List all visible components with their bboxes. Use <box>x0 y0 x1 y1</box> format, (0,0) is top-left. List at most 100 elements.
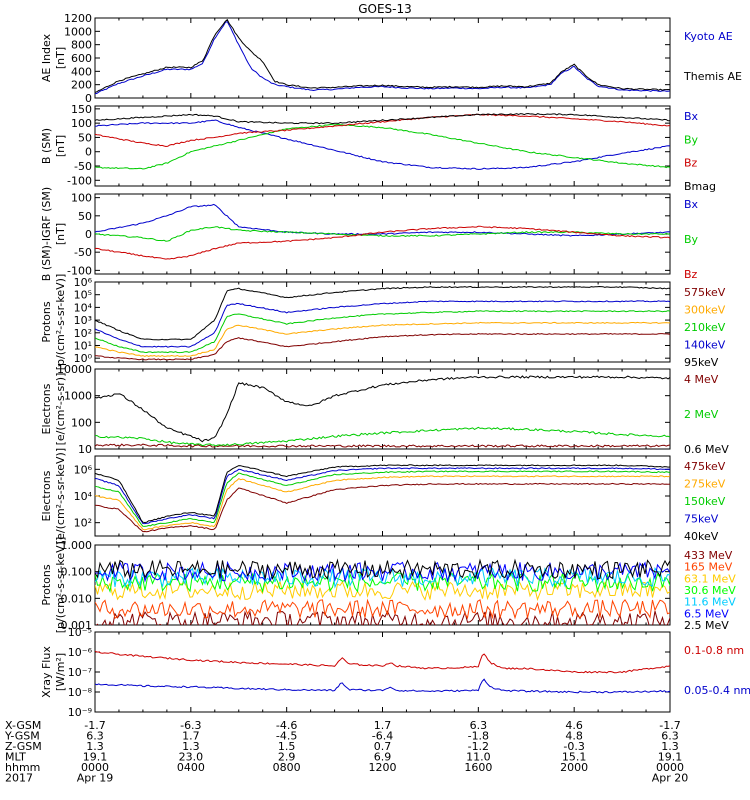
x-axis-value: 15.1 <box>562 751 587 764</box>
x-axis-value: 19.1 <box>83 751 108 764</box>
series-line-kyoto-ae <box>95 21 670 95</box>
x-axis-value: 6.3 <box>661 730 679 743</box>
series-line-by <box>95 123 670 170</box>
x-axis-row-label: X-GSM <box>5 719 41 732</box>
x-axis-value: -6.4 <box>372 730 393 743</box>
series-line-2-mev <box>95 426 670 447</box>
y-tick-label: 10 <box>78 443 92 456</box>
series-line-140kev <box>95 300 670 348</box>
y-axis-label: AE Index <box>40 33 53 82</box>
y-tick-label: 10⁻⁹ <box>68 706 92 719</box>
series-line-2-5-mev <box>95 558 670 581</box>
y-axis-label: [W/m²] <box>54 653 67 691</box>
y-axis-label: Protons <box>40 564 53 605</box>
series-line-575kev <box>95 332 670 361</box>
plot-area <box>95 285 670 361</box>
legend-label: 150keV <box>684 495 726 508</box>
y-tick-label: 0 <box>85 146 92 159</box>
series-line-themis-ae <box>95 18 670 93</box>
y-tick-label: 100 <box>71 416 92 429</box>
plot-area <box>95 203 670 260</box>
series-line-0-05-0-4-nm <box>95 678 670 694</box>
series-line-40kev <box>95 464 670 524</box>
legend-label: 2.5 MeV <box>684 619 729 632</box>
legend-label: 30.6 MeV <box>684 584 736 597</box>
panel-frame <box>94 631 671 713</box>
x-axis-value: 1200 <box>369 761 397 774</box>
y-tick-label: 10³ <box>74 314 92 327</box>
panel-frame <box>94 368 671 450</box>
legend-label: 40keV <box>684 530 719 543</box>
y-axis-label: [e/(cm²-s-sr-keV)] <box>54 448 67 544</box>
legend-label: 433 MeV <box>684 549 733 562</box>
x-axis-value: -4.6 <box>276 719 297 732</box>
y-tick-label: 1.000 <box>61 539 93 552</box>
y-tick-label: 50 <box>78 131 92 144</box>
series-line-0-1-0-8-nm <box>95 650 670 674</box>
legend-label: Kyoto AE <box>684 30 733 43</box>
x-axis-row-label: MLT <box>5 751 26 764</box>
x-axis-value: 4.8 <box>565 730 583 743</box>
plot-area <box>95 464 670 533</box>
y-tick-label: 1000 <box>64 390 92 403</box>
figure-title: GOES-13 <box>358 2 412 16</box>
legend-label: 6.5 MeV <box>684 607 729 620</box>
x-axis-value: 1.3 <box>182 740 200 753</box>
y-tick-label: 10² <box>74 517 92 530</box>
panel-frame <box>94 281 671 363</box>
x-axis-row-label: Y-GSM <box>4 730 40 743</box>
series-line-433-mev <box>95 609 670 625</box>
series-line-75kev <box>95 467 670 525</box>
legend-label: 575keV <box>684 286 726 299</box>
x-axis-value: 1.7 <box>374 719 392 732</box>
x-axis-table: X-GSM -1.7 -6.3 -4.6 1.7 6.3 4.6 -1.7Y-GSM 6.3 1.… <box>4 719 688 785</box>
legend-label: 210keV <box>684 321 726 334</box>
panel-3: -100 -50 0 50 100 B (SM)-IGRF (SM) [nT] Bx By Bz <box>40 187 699 281</box>
y-tick-label: 200 <box>71 79 92 92</box>
series-line-95kev <box>95 285 670 341</box>
y-tick-label: -100 <box>67 174 92 187</box>
x-axis-row-label: Z-GSM <box>5 740 42 753</box>
y-axis-label: Electrons <box>40 470 53 521</box>
series-line-210kev <box>95 310 670 354</box>
legend-label: 11.6 MeV <box>684 596 736 609</box>
x-axis-value: -1.7 <box>659 719 680 732</box>
plot-area <box>95 375 670 448</box>
y-tick-label: 600 <box>71 52 92 65</box>
y-tick-label: 10⁻⁸ <box>68 686 93 699</box>
y-tick-label: 10¹ <box>74 339 92 352</box>
x-axis-value: -6.3 <box>180 719 201 732</box>
series-line-bz <box>95 113 670 148</box>
y-tick-label: 0.001 <box>61 619 93 632</box>
plot-area <box>95 18 670 95</box>
y-tick-label: 50 <box>78 210 92 223</box>
y-axis-label: [nT] <box>54 223 67 245</box>
x-axis-value: 0800 <box>273 761 301 774</box>
legend-label: By <box>684 233 699 246</box>
x-axis-value: 4.6 <box>565 719 583 732</box>
y-tick-label: 10⁶ <box>74 276 93 289</box>
y-tick-label: -50 <box>74 160 92 173</box>
legend-label: 165 MeV <box>684 561 733 574</box>
y-tick-label: 0.010 <box>61 592 93 605</box>
y-tick-label: 10⁶ <box>74 463 93 476</box>
plot-area <box>95 112 670 170</box>
legend-label: Bx <box>684 198 699 211</box>
x-axis-value: 1.3 <box>86 740 104 753</box>
plot-area <box>95 558 670 625</box>
y-tick-label: 10⁻⁶ <box>68 646 93 659</box>
panel-5: 10 100 1000 10000 Electrons [e/(cm²-s-sr)] 4 M… <box>40 363 729 456</box>
legend-label: 0.6 MeV <box>684 443 729 456</box>
y-tick-label: 10⁻⁷ <box>68 666 92 679</box>
y-axis-label: [nT] <box>54 135 67 157</box>
y-tick-label: 100 <box>71 192 92 205</box>
x-axis-value: 6.9 <box>374 751 392 764</box>
series-line-475kev <box>95 482 670 533</box>
plot-area <box>95 650 670 694</box>
x-axis-value: Apr 19 <box>77 772 114 785</box>
legend-label: 4 MeV <box>684 373 719 386</box>
legend-label: 140keV <box>684 339 726 352</box>
